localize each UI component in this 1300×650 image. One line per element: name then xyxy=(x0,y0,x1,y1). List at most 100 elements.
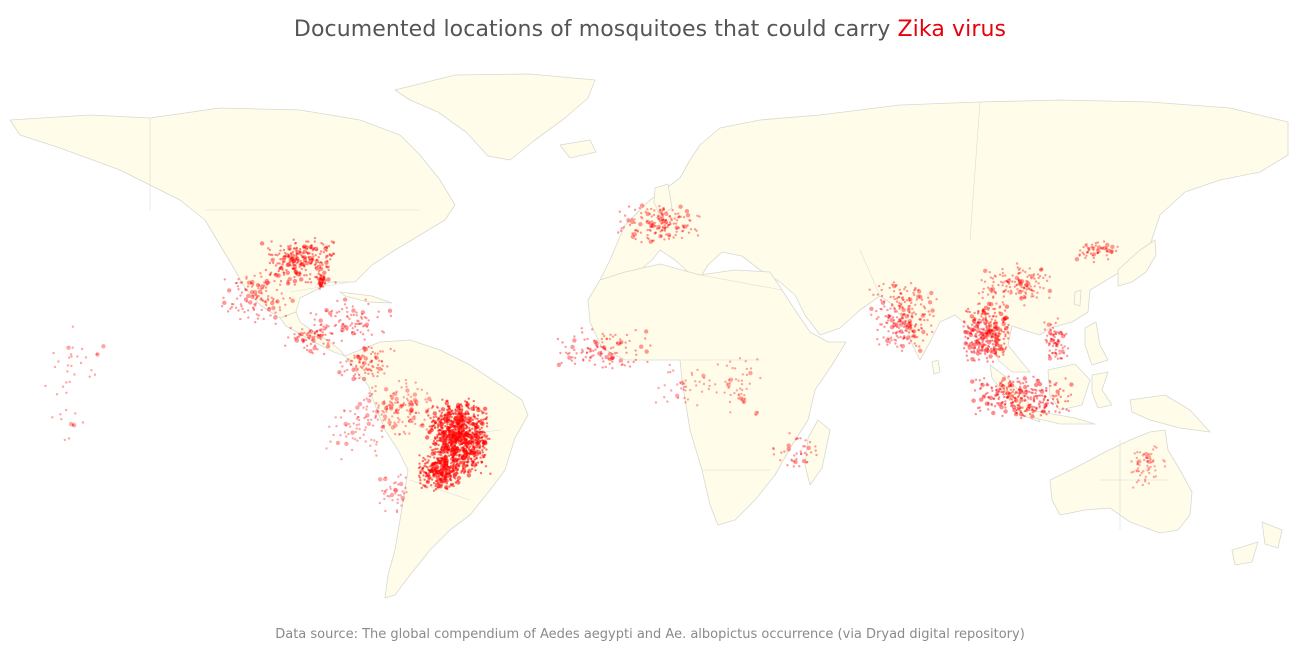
occurrence-point xyxy=(795,452,798,455)
occurrence-point xyxy=(1038,404,1041,407)
occurrence-point xyxy=(667,371,670,374)
occurrence-point xyxy=(1005,386,1008,390)
occurrence-point xyxy=(1006,280,1009,284)
occurrence-point xyxy=(278,267,281,271)
occurrence-point xyxy=(1004,318,1007,321)
map-svg xyxy=(9,73,1289,599)
occurrence-point xyxy=(887,316,890,319)
occurrence-point xyxy=(908,307,911,310)
occurrence-point xyxy=(418,476,422,479)
occurrence-point xyxy=(1069,382,1074,387)
occurrence-point xyxy=(1019,279,1025,284)
occurrence-point xyxy=(908,297,913,302)
occurrence-point xyxy=(409,418,412,421)
occurrence-point xyxy=(370,392,374,396)
occurrence-point xyxy=(910,335,914,338)
occurrence-point xyxy=(259,284,265,289)
occurrence-point xyxy=(260,292,264,295)
occurrence-point xyxy=(445,482,448,485)
occurrence-point xyxy=(307,240,310,243)
occurrence-point xyxy=(997,355,1001,358)
occurrence-point xyxy=(798,465,801,468)
occurrence-point xyxy=(435,442,438,445)
occurrence-point xyxy=(451,452,457,457)
occurrence-point xyxy=(1010,398,1014,401)
occurrence-point xyxy=(1001,384,1005,387)
occurrence-point xyxy=(377,404,380,407)
occurrence-point xyxy=(998,329,1001,332)
occurrence-point xyxy=(911,316,914,319)
occurrence-point xyxy=(1058,387,1062,391)
occurrence-point xyxy=(986,351,989,354)
occurrence-point xyxy=(285,270,290,275)
occurrence-point xyxy=(325,326,328,329)
occurrence-point xyxy=(1060,332,1064,336)
occurrence-point xyxy=(981,318,984,322)
land-greenland xyxy=(394,73,596,161)
occurrence-point xyxy=(894,331,898,334)
occurrence-point xyxy=(906,307,910,310)
occurrence-point xyxy=(300,262,305,267)
occurrence-point xyxy=(983,268,988,273)
occurrence-point xyxy=(444,433,447,436)
occurrence-point xyxy=(315,330,319,333)
occurrence-point xyxy=(326,277,331,282)
occurrence-point xyxy=(319,284,322,288)
occurrence-point xyxy=(414,381,417,384)
occurrence-point xyxy=(893,297,896,301)
occurrence-point xyxy=(1037,382,1043,387)
occurrence-point xyxy=(1085,242,1088,246)
occurrence-point xyxy=(391,402,394,405)
source-note: Data source: The global compendium of Ae… xyxy=(275,627,1025,642)
occurrence-point xyxy=(1014,397,1017,400)
occurrence-point xyxy=(608,337,612,341)
occurrence-point xyxy=(1018,385,1022,388)
occurrence-point xyxy=(319,276,323,279)
occurrence-point xyxy=(658,208,662,211)
occurrence-point xyxy=(429,399,433,402)
occurrence-point xyxy=(619,340,624,345)
occurrence-point xyxy=(648,228,651,232)
occurrence-point xyxy=(906,338,909,341)
occurrence-point xyxy=(892,322,897,327)
occurrence-point xyxy=(423,418,426,421)
occurrence-point xyxy=(634,237,637,241)
occurrence-point xyxy=(419,479,422,482)
occurrence-point xyxy=(1036,273,1040,276)
occurrence-point xyxy=(996,402,999,405)
occurrence-point xyxy=(662,218,665,222)
occurrence-point xyxy=(378,501,381,505)
occurrence-point xyxy=(975,341,978,344)
occurrence-point xyxy=(896,330,899,334)
occurrence-point xyxy=(895,316,899,319)
occurrence-point xyxy=(994,326,998,329)
occurrence-point xyxy=(291,258,296,263)
occurrence-point xyxy=(1030,391,1033,394)
occurrence-point xyxy=(444,436,447,440)
occurrence-point xyxy=(1057,393,1060,396)
occurrence-point xyxy=(678,204,683,209)
occurrence-point xyxy=(408,404,411,407)
occurrence-point xyxy=(396,411,399,415)
occurrence-point xyxy=(1017,279,1021,282)
occurrence-point xyxy=(397,379,401,383)
occurrence-point xyxy=(661,214,665,218)
occurrence-point xyxy=(977,321,980,324)
occurrence-point xyxy=(1026,395,1029,398)
occurrence-point xyxy=(321,331,324,334)
occurrence-point xyxy=(982,317,985,320)
occurrence-point xyxy=(334,323,338,327)
occurrence-point xyxy=(475,435,481,440)
occurrence-point xyxy=(310,262,313,265)
occurrence-point xyxy=(443,478,447,481)
occurrence-point xyxy=(1138,464,1141,467)
occurrence-point xyxy=(708,384,711,388)
occurrence-point xyxy=(278,309,282,312)
occurrence-point xyxy=(454,457,457,460)
occurrence-point xyxy=(427,414,430,417)
occurrence-point xyxy=(383,372,386,375)
occurrence-point xyxy=(996,392,1000,396)
occurrence-point xyxy=(397,483,400,486)
occurrence-point xyxy=(1019,409,1022,413)
occurrence-point xyxy=(602,346,605,349)
